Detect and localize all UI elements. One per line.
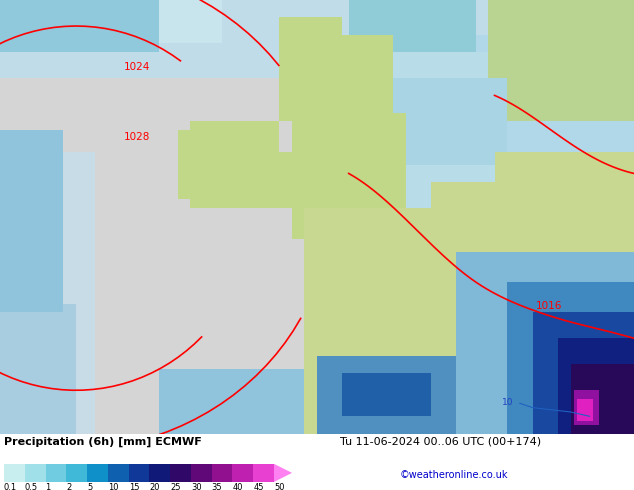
Text: 25: 25 bbox=[170, 483, 181, 490]
Text: 20: 20 bbox=[150, 483, 160, 490]
Text: ©weatheronline.co.uk: ©weatheronline.co.uk bbox=[400, 470, 508, 480]
Bar bbox=[233, 464, 253, 482]
Text: 50: 50 bbox=[274, 483, 285, 490]
Polygon shape bbox=[95, 78, 456, 434]
Polygon shape bbox=[304, 208, 476, 304]
Text: 35: 35 bbox=[212, 483, 223, 490]
Bar bbox=[46, 464, 67, 482]
Polygon shape bbox=[533, 312, 634, 434]
Polygon shape bbox=[349, 0, 476, 52]
Polygon shape bbox=[292, 113, 406, 239]
Text: 30: 30 bbox=[191, 483, 202, 490]
Polygon shape bbox=[393, 78, 507, 165]
Text: 40: 40 bbox=[233, 483, 243, 490]
Text: 1028: 1028 bbox=[124, 132, 150, 142]
Bar bbox=[253, 464, 274, 482]
Bar bbox=[87, 464, 108, 482]
Polygon shape bbox=[431, 182, 558, 251]
Text: Precipitation (6h) [mm] ECMWF: Precipitation (6h) [mm] ECMWF bbox=[4, 437, 202, 447]
Polygon shape bbox=[178, 130, 241, 199]
Polygon shape bbox=[0, 304, 76, 434]
Polygon shape bbox=[507, 282, 634, 434]
Text: Tu 11-06-2024 00..06 UTC (00+174): Tu 11-06-2024 00..06 UTC (00+174) bbox=[340, 437, 541, 447]
Bar bbox=[150, 464, 170, 482]
Polygon shape bbox=[558, 338, 634, 434]
Polygon shape bbox=[342, 373, 431, 416]
Text: 10: 10 bbox=[502, 398, 514, 407]
Text: 1016: 1016 bbox=[536, 301, 562, 311]
Text: 15: 15 bbox=[129, 483, 139, 490]
Bar bbox=[108, 464, 129, 482]
Polygon shape bbox=[317, 356, 456, 434]
Bar bbox=[129, 464, 150, 482]
Bar bbox=[212, 464, 233, 482]
Polygon shape bbox=[274, 464, 292, 482]
Text: 10: 10 bbox=[108, 483, 119, 490]
Polygon shape bbox=[304, 234, 558, 434]
Text: 1: 1 bbox=[46, 483, 51, 490]
Polygon shape bbox=[0, 152, 114, 434]
Text: 1024: 1024 bbox=[124, 62, 150, 72]
Polygon shape bbox=[456, 251, 634, 434]
Polygon shape bbox=[574, 390, 599, 425]
Bar bbox=[25, 464, 46, 482]
Polygon shape bbox=[456, 35, 634, 173]
Polygon shape bbox=[158, 368, 304, 434]
Polygon shape bbox=[190, 122, 279, 208]
Polygon shape bbox=[279, 35, 393, 122]
Polygon shape bbox=[577, 399, 593, 420]
Text: 0.5: 0.5 bbox=[25, 483, 38, 490]
Text: 5: 5 bbox=[87, 483, 93, 490]
Polygon shape bbox=[488, 0, 634, 122]
Bar bbox=[4, 464, 25, 482]
Polygon shape bbox=[279, 17, 342, 78]
Bar bbox=[67, 464, 87, 482]
Polygon shape bbox=[279, 152, 317, 208]
Text: 0.1: 0.1 bbox=[4, 483, 17, 490]
Polygon shape bbox=[0, 0, 634, 78]
Polygon shape bbox=[571, 364, 634, 434]
Bar bbox=[191, 464, 212, 482]
Polygon shape bbox=[368, 52, 495, 208]
Polygon shape bbox=[0, 0, 222, 44]
Bar bbox=[170, 464, 191, 482]
Polygon shape bbox=[0, 0, 158, 52]
Text: 45: 45 bbox=[253, 483, 264, 490]
Text: 2: 2 bbox=[67, 483, 72, 490]
Polygon shape bbox=[495, 152, 634, 251]
Polygon shape bbox=[0, 130, 63, 312]
